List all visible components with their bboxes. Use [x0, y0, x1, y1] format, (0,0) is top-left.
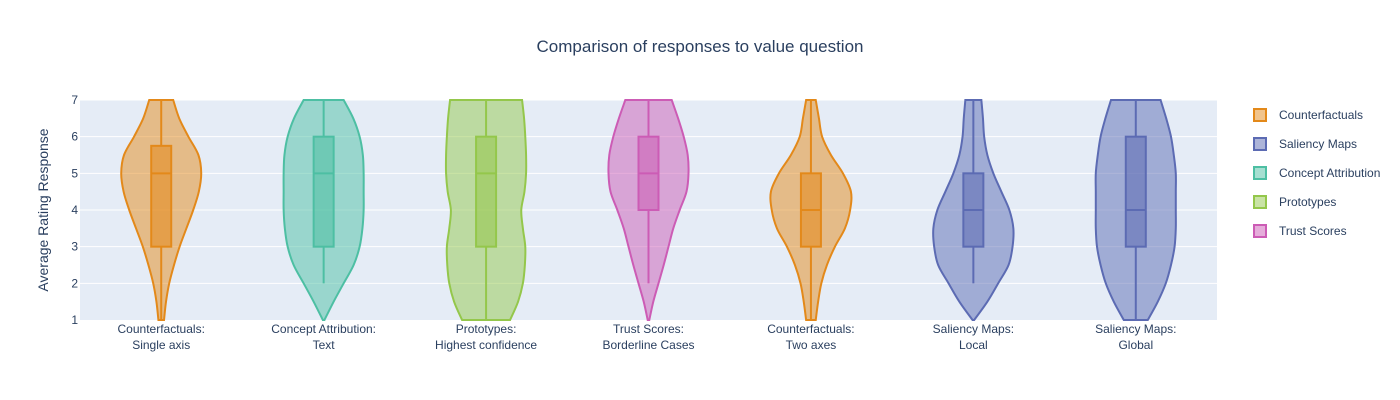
violin-2 — [282, 99, 365, 321]
y-tick-label: 1 — [71, 313, 78, 327]
x-tick-line: Borderline Cases — [602, 338, 694, 352]
x-tick-line: Saliency Maps: — [933, 322, 1014, 336]
x-tick-line: Single axis — [132, 338, 190, 352]
legend-item: Trust Scores — [1253, 224, 1347, 238]
x-tick-label: Concept Attribution: Text — [271, 322, 376, 352]
chart-title: Comparison of responses to value questio… — [537, 37, 864, 56]
x-tick-line: Concept Attribution: — [271, 322, 376, 336]
legend-item: Counterfactuals — [1253, 108, 1363, 122]
legend-swatch — [1253, 166, 1267, 180]
x-tick-line: Highest confidence — [435, 338, 537, 352]
box — [475, 135, 498, 248]
legend-item: Prototypes — [1253, 195, 1336, 209]
y-tick-label: 6 — [71, 130, 78, 144]
x-tick-line: Trust Scores: — [613, 322, 684, 336]
legend-label: Trust Scores — [1279, 224, 1347, 238]
x-tick-label: Prototypes: Highest confidence — [435, 322, 537, 352]
violin-1 — [120, 99, 203, 321]
x-tick-line: Counterfactuals: — [118, 322, 205, 336]
x-tick-label: Saliency Maps: Global — [1095, 322, 1176, 352]
x-tick-line: Saliency Maps: — [1095, 322, 1176, 336]
y-tick-label: 4 — [71, 203, 78, 217]
x-axis-ticks: Counterfactuals: Single axis Concept Attri… — [118, 322, 1177, 352]
legend-label: Concept Attribution — [1279, 166, 1380, 180]
y-tick-label: 3 — [71, 240, 78, 254]
y-axis-ticks: 1 2 3 4 5 6 7 — [71, 93, 78, 327]
y-axis-title: Average Rating Response — [35, 128, 51, 291]
violin-3 — [444, 99, 528, 321]
violin-6 — [932, 99, 1015, 321]
box — [1124, 135, 1147, 248]
legend-item: Concept Attribution — [1253, 166, 1380, 180]
x-tick-label: Saliency Maps: Local — [933, 322, 1014, 352]
legend: Counterfactuals Saliency Maps Concept Attr… — [1253, 108, 1380, 238]
x-tick-line: Text — [313, 338, 336, 352]
violin-5 — [769, 99, 853, 321]
y-tick-label: 7 — [71, 93, 78, 107]
x-tick-line: Prototypes: — [456, 322, 517, 336]
legend-label: Saliency Maps — [1279, 137, 1357, 151]
y-tick-label: 5 — [71, 166, 78, 180]
x-tick-line: Counterfactuals: — [767, 322, 854, 336]
legend-swatch — [1253, 137, 1267, 151]
violins — [120, 99, 1177, 321]
legend-swatch — [1253, 108, 1267, 122]
box — [150, 144, 173, 248]
x-tick-label: Counterfactuals: Single axis — [118, 322, 205, 352]
legend-item: Saliency Maps — [1253, 137, 1357, 151]
legend-swatch — [1253, 224, 1267, 238]
x-tick-line: Global — [1118, 338, 1153, 352]
x-tick-line: Local — [959, 338, 988, 352]
x-tick-label: Trust Scores: Borderline Cases — [602, 322, 694, 352]
box — [312, 135, 335, 248]
violin-7 — [1094, 99, 1177, 321]
x-tick-line: Two axes — [786, 338, 837, 352]
x-tick-label: Counterfactuals: Two axes — [767, 322, 854, 352]
legend-label: Counterfactuals — [1279, 108, 1363, 122]
violin-4 — [607, 99, 690, 321]
legend-label: Prototypes — [1279, 195, 1336, 209]
y-tick-label: 2 — [71, 276, 78, 290]
legend-swatch — [1253, 195, 1267, 209]
